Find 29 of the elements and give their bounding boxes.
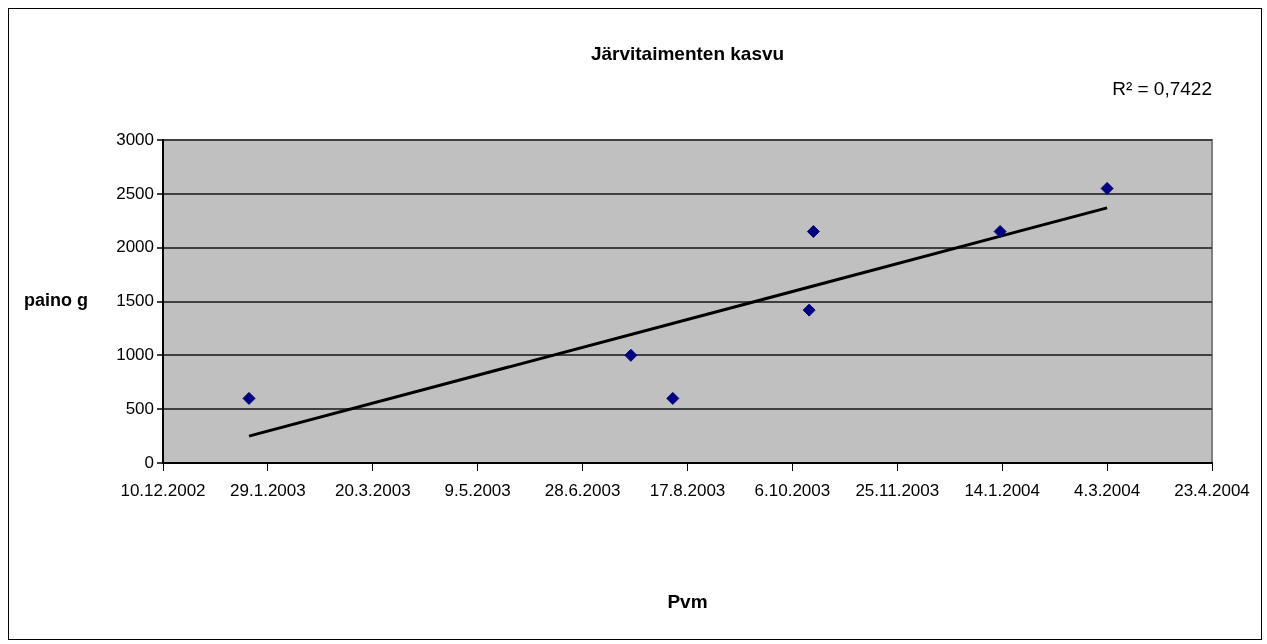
x-tick-label: 6.10.2003 — [754, 480, 831, 500]
point — [242, 391, 256, 405]
point — [624, 348, 638, 362]
y-tick-label: 3000 — [116, 129, 154, 149]
x-tick-label: 10.12.2002 — [120, 480, 206, 500]
x-tick-label: 20.3.2003 — [334, 480, 411, 500]
point — [1100, 181, 1114, 195]
y-tick-label: 2500 — [116, 183, 154, 203]
chart-title: Järvitaimenten kasvu — [590, 43, 785, 65]
point — [993, 225, 1007, 239]
x-axis-title: Pvm — [667, 591, 708, 613]
text: R² = 0,7422 — [1112, 78, 1212, 100]
x-tick-label: 29.1.2003 — [230, 480, 306, 500]
x-tick-label: 23.4.2004 — [1174, 480, 1250, 500]
point — [806, 225, 820, 239]
x-tick-label: 4.3.2004 — [1074, 480, 1141, 500]
y-tick-label: 1500 — [116, 291, 154, 311]
x-tick-label: 9.5.2003 — [444, 480, 511, 500]
y-tick-label: 500 — [125, 398, 154, 418]
x-tick-label: 28.6.2003 — [544, 480, 621, 500]
x-tick-label: 25.11.2003 — [855, 480, 940, 500]
y-tick-label: 2000 — [116, 237, 154, 257]
point — [802, 303, 816, 317]
y-tick-label: 0 — [144, 452, 154, 472]
x-tick-label: 14.1.2004 — [964, 480, 1041, 500]
point — [666, 391, 680, 405]
x-tick-label: 17.8.2003 — [649, 480, 726, 500]
y-tick-label: 1000 — [116, 345, 154, 365]
y-axis-title: paino g — [24, 290, 88, 311]
